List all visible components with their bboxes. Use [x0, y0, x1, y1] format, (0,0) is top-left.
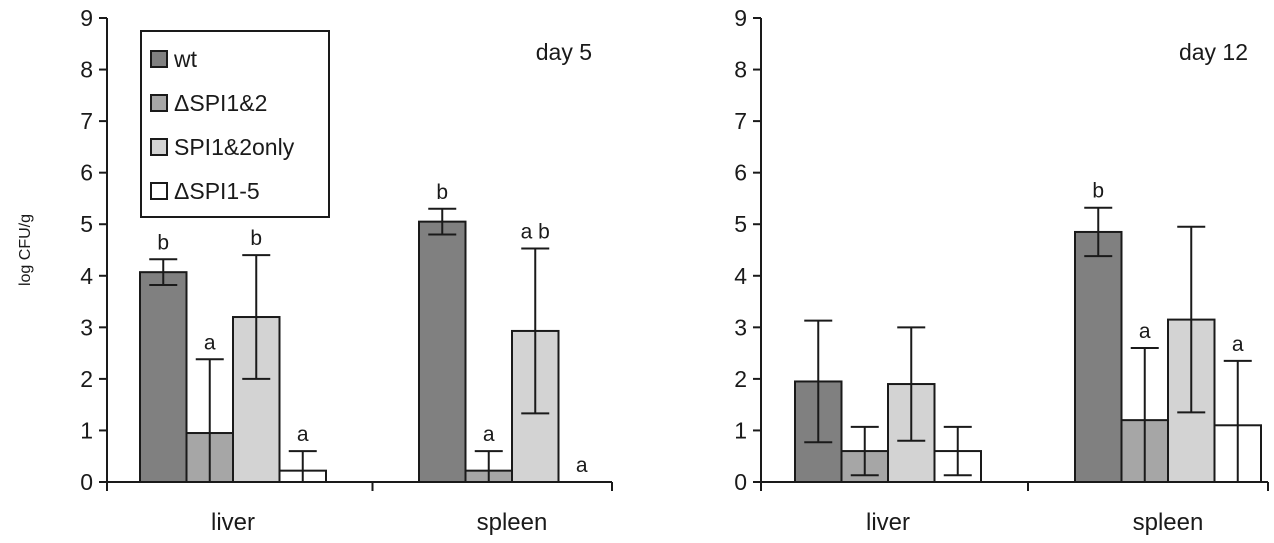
- y-tick-label: 2: [734, 366, 747, 392]
- category-label-liver: liver: [211, 509, 255, 536]
- y-tick-label: 3: [734, 314, 747, 340]
- significance-label: b: [250, 227, 262, 250]
- legend: wt ΔSPI1&2 SPI1&2only ΔSPI1-5: [140, 30, 330, 218]
- bar-liver-1: [139, 271, 188, 483]
- significance-label: b: [157, 231, 169, 254]
- chart-panel-1: 0 1 2 3 4 5 6 7 8 9 log CFU/g day 5 liver spleen b b a a b…: [17, 5, 613, 536]
- category-label-liver: liver: [866, 509, 910, 536]
- significance-label: a: [483, 423, 495, 446]
- significance-label: b: [1092, 180, 1104, 203]
- y-tick-label: 0: [734, 469, 747, 495]
- bar-spleen-1: [418, 220, 467, 483]
- y-tick-label: 5: [80, 211, 93, 237]
- significance-label: a: [1232, 333, 1244, 356]
- significance-label: a: [576, 454, 588, 477]
- legend-entry: wt: [173, 46, 198, 72]
- y-tick-label: 8: [734, 57, 747, 83]
- legend-swatch: [150, 138, 168, 156]
- legend-entry: ΔSPI1&2: [174, 90, 267, 116]
- y-tick-label: 4: [734, 263, 747, 289]
- y-tick-label: 7: [80, 108, 93, 134]
- y-axis-label: log CFU/g: [17, 214, 34, 286]
- panel-title: day 5: [536, 39, 592, 65]
- category-label-spleen: spleen: [477, 509, 548, 536]
- legend-box: [140, 30, 330, 218]
- legend-swatch: [150, 50, 168, 68]
- legend-swatch: [150, 182, 168, 200]
- panel-title: day 12: [1179, 39, 1248, 65]
- y-tick-label: 1: [80, 417, 93, 443]
- y-tick-label: 6: [734, 160, 747, 186]
- chart-panel-2: 0 1 2 3 4 5 6 7 8 9 day 12 liver spleen b a a: [734, 5, 1269, 536]
- significance-label: a: [204, 331, 216, 354]
- y-tick-label: 5: [734, 211, 747, 237]
- significance-label: b: [436, 181, 448, 204]
- y-tick-label: 9: [80, 5, 93, 31]
- y-tick-label: 7: [734, 108, 747, 134]
- y-tick-label: 6: [80, 160, 93, 186]
- y-tick-label: 4: [80, 263, 93, 289]
- y-tick-label: 9: [734, 5, 747, 31]
- legend-swatch: [150, 94, 168, 112]
- significance-label: a b: [521, 220, 550, 243]
- y-tick-label: 2: [80, 366, 93, 392]
- y-tick-label: 8: [80, 57, 93, 83]
- y-tick-label: 3: [80, 314, 93, 340]
- significance-label: a: [297, 423, 309, 446]
- significance-label: a: [1139, 320, 1151, 343]
- legend-entry: ΔSPI1-5: [174, 178, 260, 204]
- legend-entry: SPI1&2only: [174, 134, 295, 160]
- bar-spleen-1: [1074, 230, 1123, 483]
- category-label-spleen: spleen: [1133, 509, 1204, 536]
- y-tick-label: 1: [734, 417, 747, 443]
- bar-liver-3: [232, 316, 281, 483]
- y-tick-label: 0: [80, 469, 93, 495]
